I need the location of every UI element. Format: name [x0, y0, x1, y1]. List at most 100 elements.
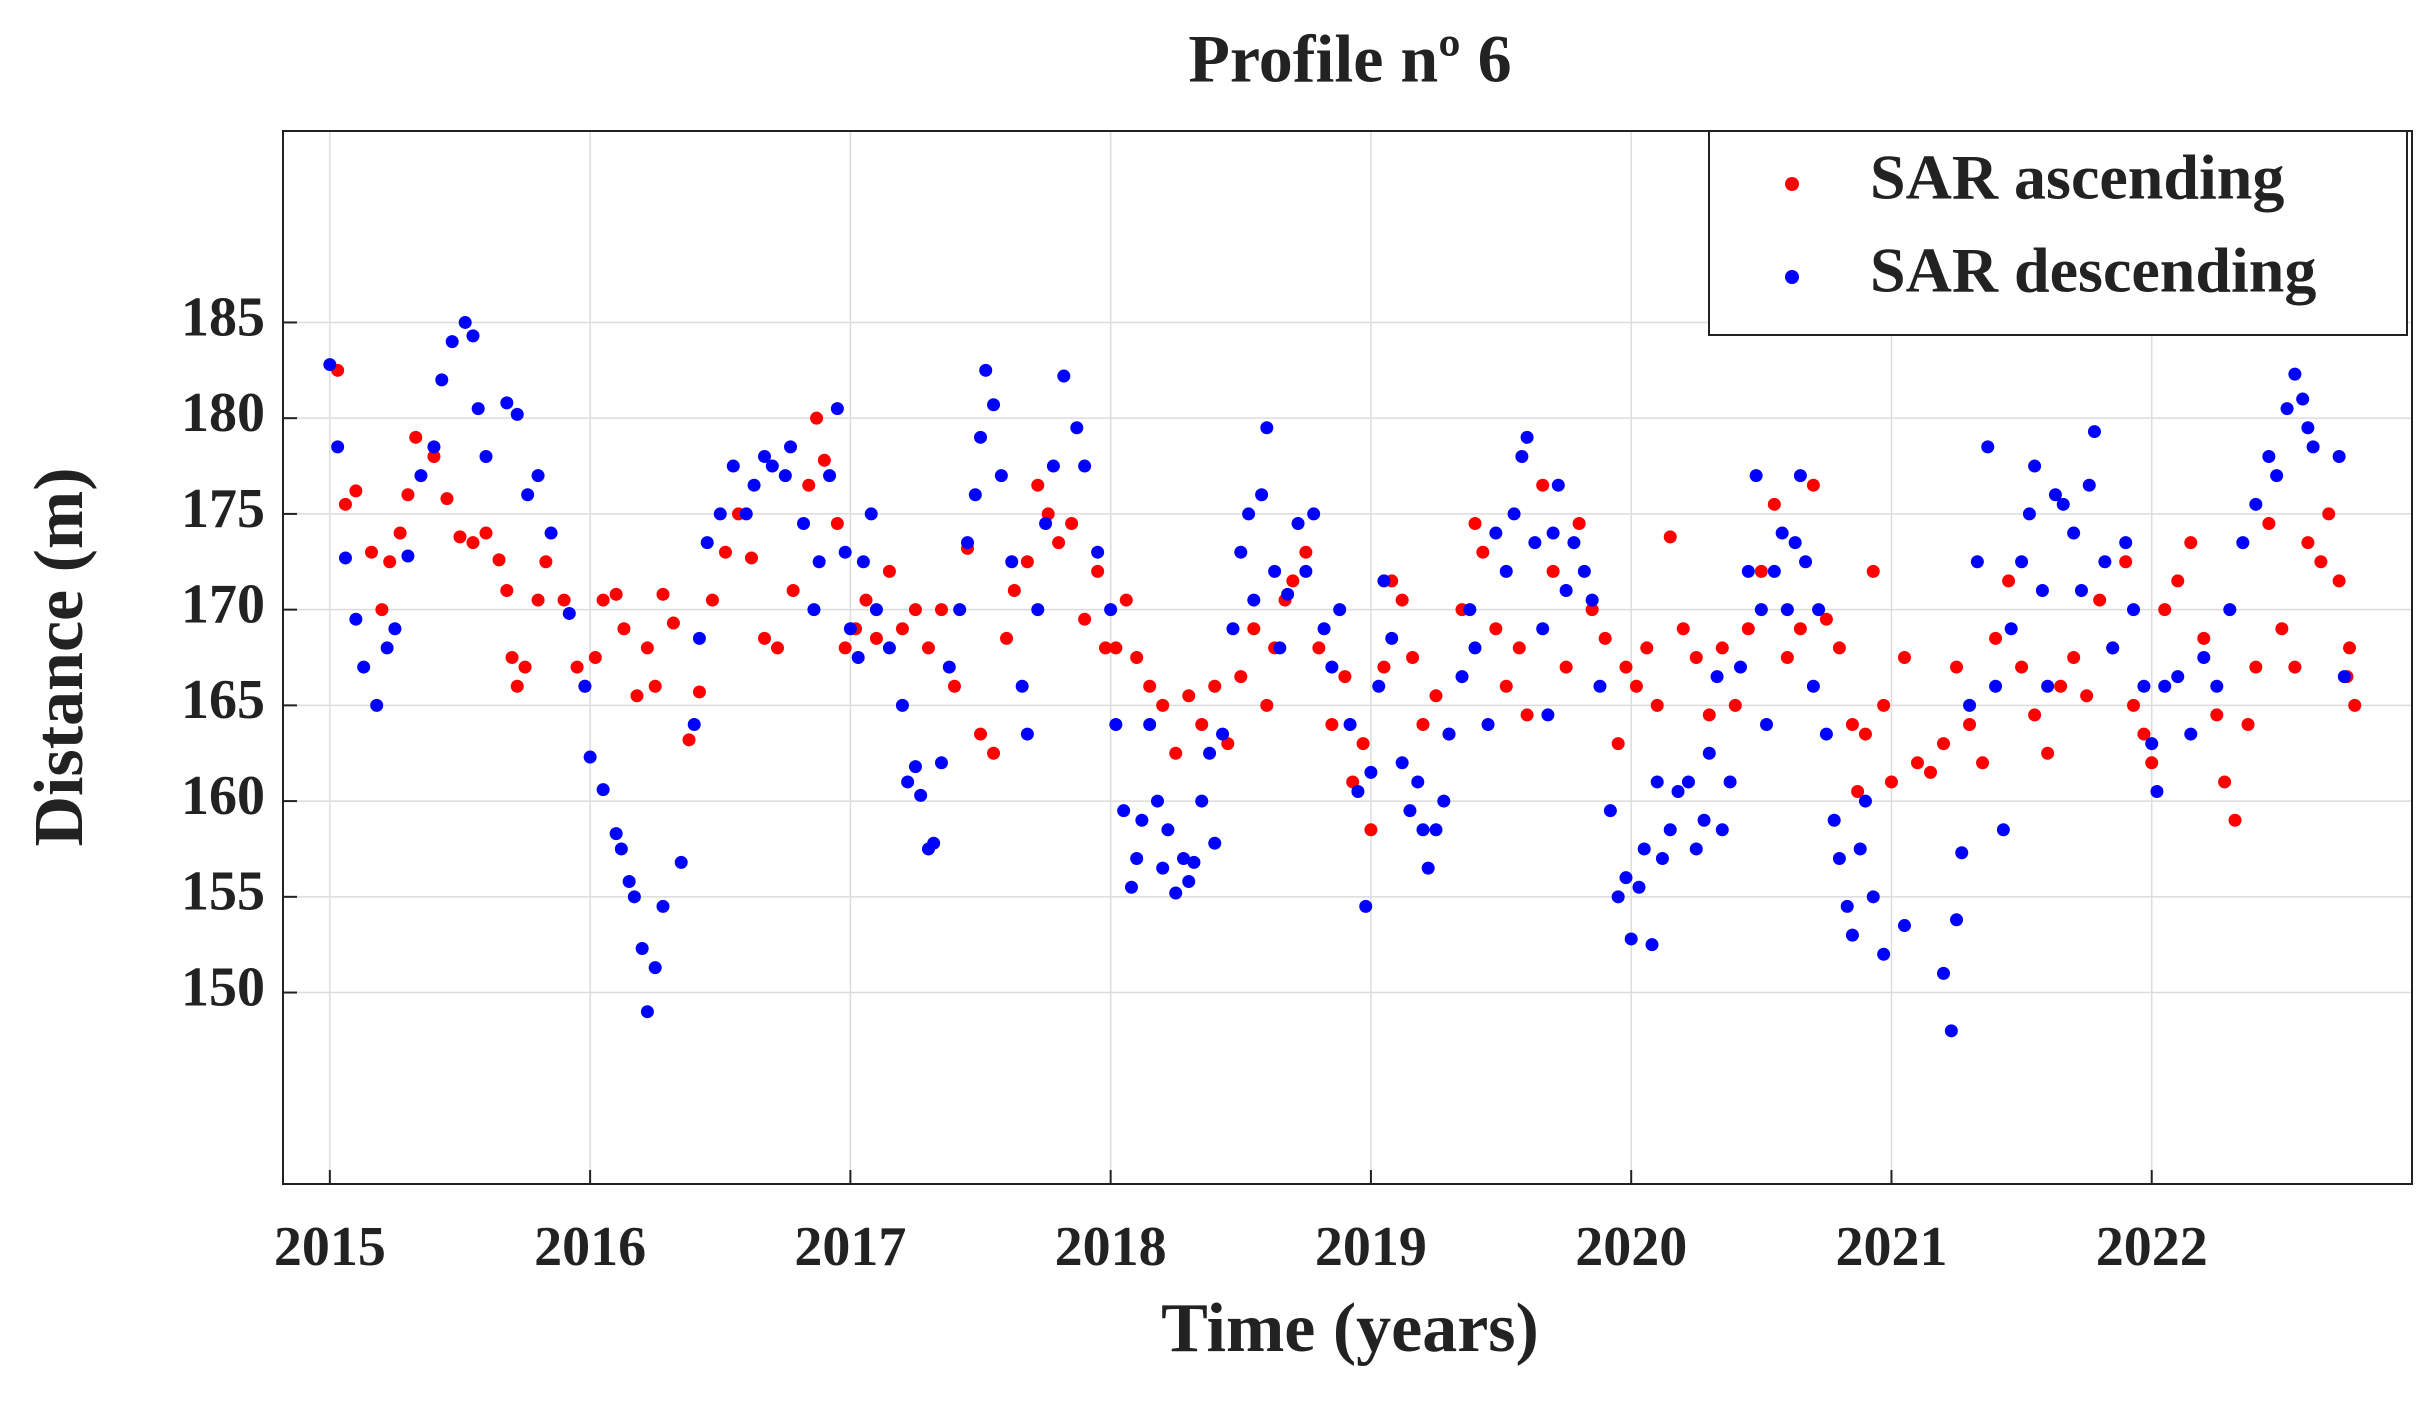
- point: [1416, 718, 1430, 732]
- point: [1476, 545, 1490, 559]
- point: [1325, 718, 1339, 732]
- point: [1242, 507, 1256, 521]
- point: [1640, 641, 1654, 655]
- point: [1169, 746, 1183, 760]
- point: [830, 516, 844, 530]
- y-axis-label: Distance (m): [21, 467, 98, 846]
- y-tick-label: 180: [181, 382, 265, 444]
- point: [1403, 804, 1417, 818]
- point: [882, 641, 896, 655]
- point: [383, 555, 397, 569]
- point: [492, 553, 506, 567]
- point: [830, 402, 844, 416]
- point: [947, 679, 961, 693]
- point: [2343, 641, 2357, 655]
- point: [1858, 794, 1872, 808]
- point: [744, 551, 758, 565]
- chart-title: Profile nº 6: [1188, 21, 1511, 97]
- point: [1728, 698, 1742, 712]
- x-tick-label: 2021: [1835, 1216, 1947, 1278]
- point: [1070, 421, 1084, 435]
- point: [869, 631, 883, 645]
- point: [1681, 775, 1695, 789]
- point: [614, 842, 628, 856]
- point: [500, 396, 514, 410]
- point: [466, 536, 480, 550]
- point: [2106, 641, 2120, 655]
- point: [380, 641, 394, 655]
- point: [630, 689, 644, 703]
- point: [393, 526, 407, 540]
- point: [1676, 622, 1690, 636]
- point: [500, 583, 514, 597]
- point: [914, 788, 928, 802]
- point: [2301, 421, 2315, 435]
- point: [627, 890, 641, 904]
- point: [810, 411, 824, 425]
- point: [622, 875, 636, 889]
- point: [1507, 507, 1521, 521]
- point: [648, 961, 662, 975]
- point: [401, 488, 415, 502]
- point: [1884, 775, 1898, 789]
- point: [1806, 478, 1820, 492]
- point: [757, 631, 771, 645]
- point: [2228, 813, 2242, 827]
- point: [1078, 459, 1092, 473]
- point: [1598, 631, 1612, 645]
- point: [1629, 679, 1643, 693]
- point: [518, 660, 532, 674]
- point: [994, 469, 1008, 483]
- point: [557, 593, 571, 607]
- point: [1749, 469, 1763, 483]
- point: [1877, 947, 1891, 961]
- point: [2210, 708, 2224, 722]
- point: [531, 593, 545, 607]
- point: [1877, 698, 1891, 712]
- point: [510, 407, 524, 421]
- point: [786, 583, 800, 597]
- point: [1429, 823, 1443, 837]
- point: [583, 750, 597, 764]
- point: [2015, 555, 2029, 569]
- point: [1632, 880, 1646, 894]
- point: [1395, 756, 1409, 770]
- point: [2280, 402, 2294, 416]
- point: [1715, 823, 1729, 837]
- point: [609, 827, 623, 841]
- point: [2262, 516, 2276, 530]
- point: [1619, 871, 1633, 885]
- point: [1299, 564, 1313, 578]
- point: [797, 516, 811, 530]
- point: [1845, 718, 1859, 732]
- point: [1442, 727, 1456, 741]
- point: [388, 622, 402, 636]
- point: [1611, 737, 1625, 751]
- point: [1702, 746, 1716, 760]
- point: [1208, 836, 1222, 850]
- point: [1255, 488, 1269, 502]
- point: [617, 622, 631, 636]
- point: [1858, 727, 1872, 741]
- point: [1799, 555, 1813, 569]
- point: [1546, 564, 1560, 578]
- point: [544, 526, 558, 540]
- point: [596, 783, 610, 797]
- point: [2098, 555, 2112, 569]
- point: [2332, 449, 2346, 463]
- point: [1416, 823, 1430, 837]
- point: [765, 459, 779, 473]
- point: [934, 756, 948, 770]
- point: [1767, 497, 1781, 511]
- point: [1109, 718, 1123, 732]
- point: [562, 606, 576, 620]
- point: [1937, 737, 1951, 751]
- point: [1364, 823, 1378, 837]
- point: [648, 679, 662, 693]
- point: [1161, 823, 1175, 837]
- point: [539, 555, 553, 569]
- point: [2171, 670, 2185, 684]
- point: [1812, 603, 1826, 617]
- point: [700, 536, 714, 550]
- point: [823, 469, 837, 483]
